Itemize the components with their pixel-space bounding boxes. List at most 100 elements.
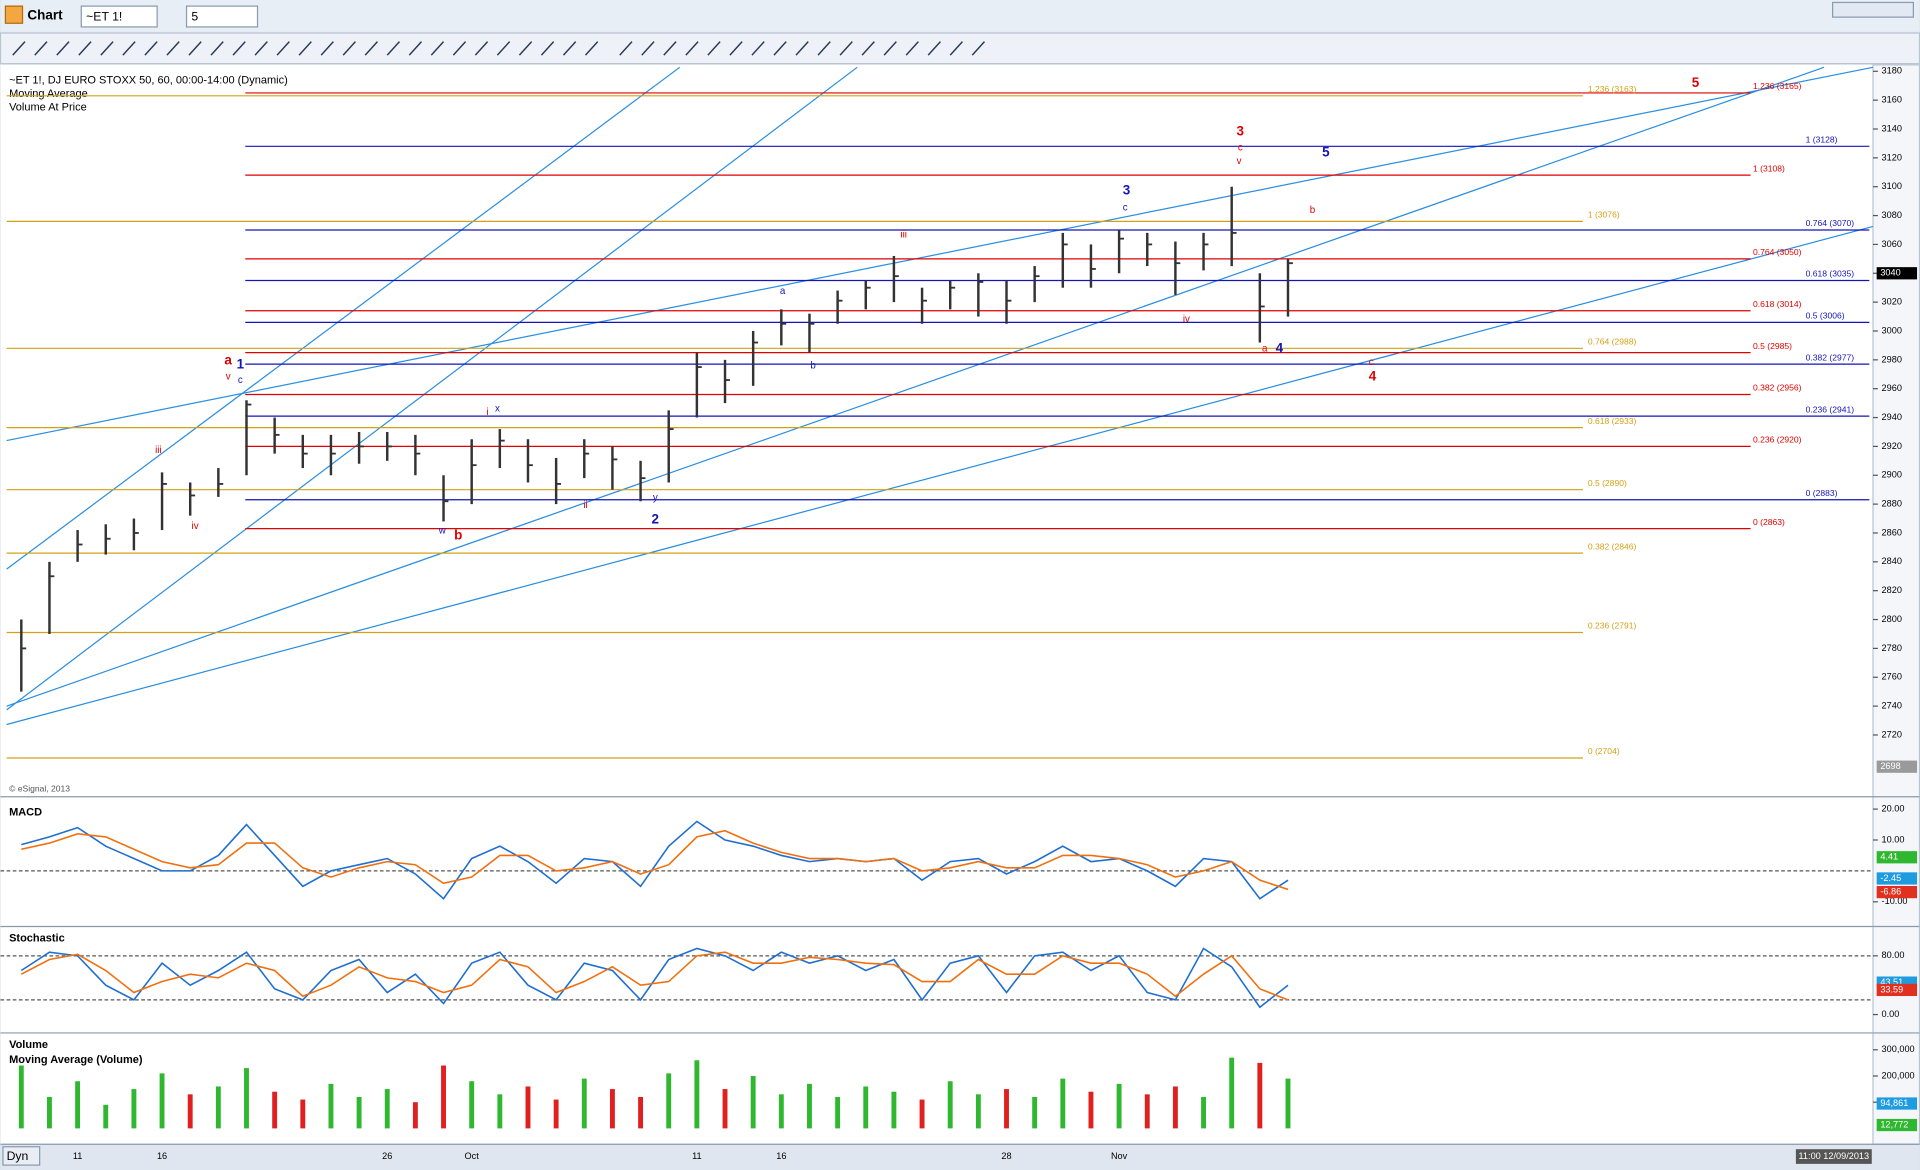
- value-marker-label: 12,772: [1880, 1119, 1908, 1129]
- value-marker: [1876, 267, 1918, 280]
- value-marker: [1876, 1097, 1918, 1110]
- volume-bar: [1229, 1057, 1235, 1129]
- tool-icon: [364, 41, 378, 56]
- trend-line: [6, 66, 858, 711]
- plot-area: [0, 64, 1873, 1145]
- fib-label: 1 (3108): [1753, 163, 1785, 173]
- volume-bar: [1060, 1078, 1066, 1129]
- volume-bar: [328, 1083, 334, 1129]
- wave-label: 5: [1322, 145, 1330, 160]
- fib-label: 0.5 (2985): [1753, 341, 1792, 351]
- volume-bar: [187, 1094, 193, 1129]
- fib-label: 0 (2863): [1753, 517, 1785, 527]
- fib-label: 0.236 (2791): [1588, 621, 1637, 631]
- trend-line: [6, 66, 1874, 442]
- date-mode-box[interactable]: [2, 1146, 41, 1166]
- y-tick-label: 20.00: [1882, 804, 1905, 814]
- tool-icon: [56, 41, 70, 56]
- fib-label: 1 (3076): [1588, 209, 1620, 219]
- wave-label: iii: [155, 445, 162, 456]
- volume-bar: [863, 1086, 869, 1129]
- wave-label: i: [487, 407, 489, 418]
- y-tick-label: 3000: [1882, 325, 1902, 335]
- window-title: Chart: [27, 7, 63, 22]
- wave-label: b: [1310, 205, 1316, 216]
- volume-bar: [1257, 1062, 1263, 1129]
- window-buttons[interactable]: [1831, 1, 1914, 18]
- value-marker-label: 94,861: [1880, 1098, 1908, 1108]
- volume-bar: [722, 1089, 728, 1129]
- interval-box[interactable]: [185, 5, 259, 28]
- y-tick-label: 10.00: [1882, 834, 1905, 844]
- y-tick-label: 2820: [1882, 585, 1902, 595]
- volume-bar: [159, 1073, 165, 1129]
- tool-icon: [562, 41, 577, 56]
- tool-icon: [663, 41, 677, 56]
- volume-bar: [581, 1078, 587, 1129]
- tool-icon: [34, 41, 48, 56]
- wave-label: w: [438, 526, 447, 537]
- x-tick-label: 16: [776, 1151, 786, 1161]
- trend-lines: [6, 66, 1874, 726]
- y-tick-label: 3120: [1882, 152, 1902, 162]
- tool-icon: [408, 41, 423, 56]
- volume-bar: [1116, 1083, 1122, 1129]
- value-marker: [1876, 872, 1918, 885]
- volume-bar: [553, 1099, 559, 1129]
- wave-label: c: [238, 375, 243, 386]
- fib-label: 0 (2883): [1806, 488, 1838, 498]
- fib-label: 0.236 (2920): [1753, 435, 1802, 445]
- series-line: [21, 820, 1289, 900]
- wave-label: iii: [900, 230, 907, 241]
- y-tick-label: 2860: [1882, 527, 1902, 537]
- tool-icon: [188, 41, 202, 56]
- fib-label: 0.5 (2890): [1588, 478, 1627, 488]
- value-marker: [1876, 885, 1918, 899]
- wave-label: 4: [1276, 340, 1284, 355]
- tool-icon: [166, 41, 180, 56]
- tool-icon: [540, 41, 555, 56]
- x-tick-label: 26: [382, 1151, 392, 1161]
- wave-label: c: [1123, 203, 1128, 214]
- volume-bar: [1032, 1096, 1038, 1129]
- y-tick-label: 3020: [1882, 297, 1902, 307]
- volume-bar: [441, 1065, 446, 1129]
- volume-bar: [835, 1096, 841, 1129]
- y-tick-label: 2780: [1882, 643, 1902, 653]
- tool-icon: [474, 41, 489, 56]
- y-tick-label: 2920: [1882, 441, 1902, 451]
- tool-icon: [386, 41, 401, 56]
- fib-label: 0.764 (2988): [1588, 336, 1637, 346]
- interval[interactable]: 5: [191, 9, 198, 23]
- volume-bar: [469, 1081, 475, 1129]
- tool-icon: [773, 41, 787, 56]
- symbol-box[interactable]: [80, 5, 158, 28]
- volume-bar: [666, 1073, 672, 1129]
- wave-label: 5: [1692, 75, 1700, 90]
- fib-label: 1.236 (3165): [1753, 81, 1802, 91]
- wave-label: 3: [1123, 182, 1130, 197]
- tool-icon: [518, 41, 533, 56]
- symbol[interactable]: ~ET 1!: [86, 9, 122, 23]
- fib-label: 0.764 (3050): [1753, 247, 1802, 257]
- wave-label: v: [226, 372, 231, 383]
- tool-icon: [254, 41, 268, 56]
- volume-bar: [609, 1089, 615, 1129]
- volume-bar: [272, 1091, 278, 1129]
- x-tick-label: Oct: [465, 1151, 480, 1161]
- fib-label: 0.618 (3035): [1806, 269, 1855, 279]
- price-axis: [1872, 64, 1920, 1145]
- volume-bar: [300, 1099, 306, 1129]
- study-name: Volume At Price: [9, 102, 87, 114]
- value-marker: [1876, 983, 1918, 997]
- wave-label: a: [1262, 343, 1268, 354]
- tool-icon: [817, 41, 831, 56]
- volume-bar: [497, 1094, 503, 1129]
- volume-bar: [1285, 1078, 1291, 1129]
- y-tick-label: 2940: [1882, 412, 1902, 422]
- y-tick-label: 3080: [1882, 210, 1902, 220]
- value-marker-label: -6.86: [1880, 887, 1901, 897]
- timestamp-box: [1795, 1149, 1872, 1164]
- date-mode[interactable]: Dyn: [7, 1149, 29, 1163]
